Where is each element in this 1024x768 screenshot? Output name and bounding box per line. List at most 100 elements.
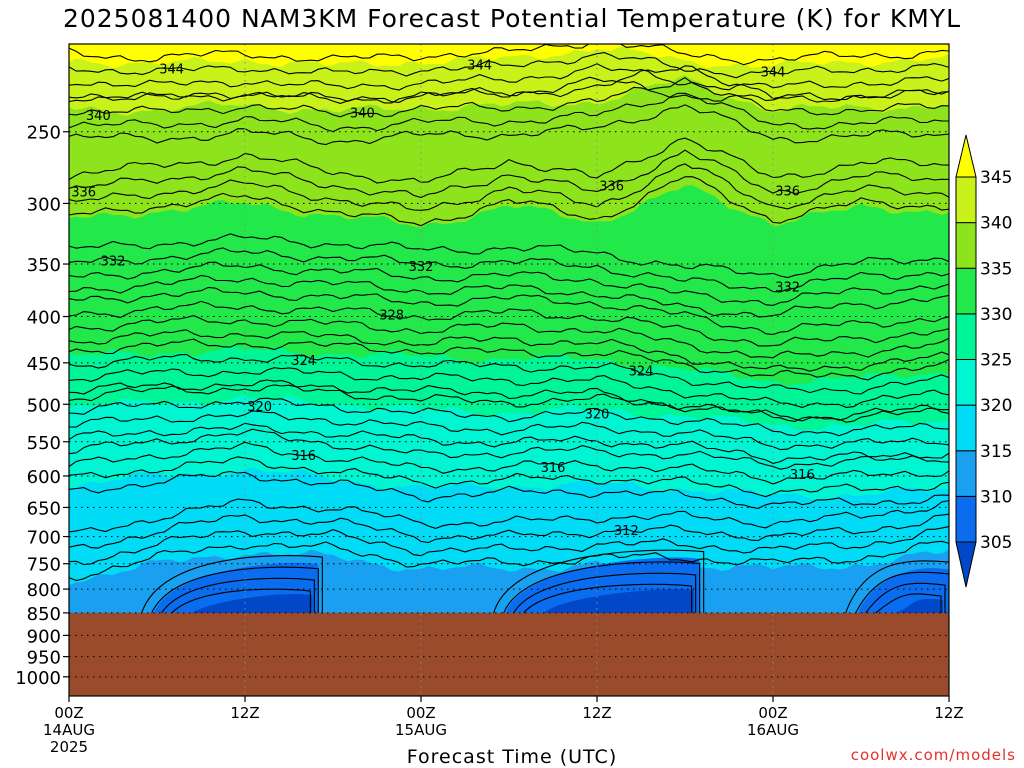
isentrope-332	[69, 261, 949, 306]
colorbar-segment	[955, 267, 977, 315]
isentrope-344	[69, 63, 949, 91]
pressure-axis: 2503003504004505005506006507007508008509…	[15, 123, 69, 689]
colorbar: 305 310 315 320 325 330 335 340 345	[955, 134, 1012, 588]
isentrope-316	[69, 456, 949, 498]
ytick-label: 400	[27, 308, 61, 329]
contour-label: 328	[379, 309, 404, 324]
isentrope-316	[69, 470, 949, 509]
isentrope-340	[69, 104, 949, 146]
xtick-label: 12Z	[230, 704, 259, 722]
xtick-label: 14AUG	[43, 721, 95, 739]
isentrope-336	[69, 163, 949, 211]
band-c_345_350	[69, 44, 949, 69]
colorbar-max-arrow	[955, 134, 977, 178]
colorbar-label: 340	[980, 214, 1012, 234]
cold-pool-contour	[845, 560, 949, 614]
colorbar-label: 310	[980, 487, 1012, 507]
cold-pool-contour	[151, 566, 319, 614]
isentrope-316	[69, 441, 949, 485]
contour-label: 332	[409, 260, 434, 275]
cold-pool-core	[895, 599, 943, 613]
plot-frame	[68, 43, 950, 697]
colorbar-label: 320	[980, 396, 1012, 416]
isentrope-320	[69, 422, 949, 464]
isentrope-316	[69, 428, 949, 470]
colorbar-segment	[955, 495, 977, 543]
isentrope-336	[69, 149, 949, 199]
cold-pool-contour	[523, 583, 693, 614]
colorbar-segment	[955, 222, 977, 269]
contour-label: 332	[101, 255, 126, 270]
contour-label: 332	[775, 280, 800, 295]
cold-pool-contour	[855, 571, 949, 614]
xtick-label: 15AUG	[395, 721, 447, 739]
contour-label: 344	[761, 65, 786, 80]
contour-labels: 344 344 344 340 340 336 336 336 332 332 332 328 324 3…	[71, 59, 814, 539]
isentrope-340	[69, 77, 949, 118]
ytick-label: 600	[27, 467, 61, 488]
isentrope-332	[69, 247, 949, 293]
ytick-label: 450	[27, 354, 61, 375]
isentrope-344	[69, 52, 949, 79]
isentrope-336	[69, 137, 949, 184]
isentrope-312	[69, 526, 949, 566]
contour-label: 344	[159, 63, 184, 78]
isentrope-320	[69, 410, 949, 451]
contour-label: 312	[614, 524, 639, 539]
isentrope-contours	[69, 44, 949, 614]
isentrope-328	[69, 300, 949, 347]
xtick-label: 2025	[50, 738, 88, 756]
xtick-label: 16AUG	[747, 721, 799, 739]
isentrope-312	[69, 513, 949, 549]
contour-label: 336	[775, 184, 800, 199]
isentrope-312	[69, 498, 949, 533]
colorbar-min-arrow	[955, 541, 977, 588]
cold-pool-contour	[503, 561, 701, 614]
ground-fill	[69, 612, 949, 696]
ytick-label: 350	[27, 255, 61, 276]
cold-pool-contour	[865, 582, 946, 614]
ytick-label: 850	[27, 604, 61, 625]
isentrope-344	[69, 44, 949, 66]
colorbar-label: 330	[980, 305, 1012, 325]
cold-pool-core	[191, 594, 313, 613]
contour-label: 324	[291, 354, 316, 369]
xtick-label: 00Z	[758, 704, 787, 722]
grid-lines	[69, 44, 949, 696]
isentrope-324	[69, 338, 949, 381]
cold-pool-contour	[493, 549, 705, 614]
cold-pool-contour	[875, 593, 942, 614]
colorbar-label: 315	[980, 442, 1012, 462]
colorbar-label: 305	[980, 533, 1012, 553]
colorbar-label: 345	[980, 168, 1012, 188]
cold-pool-core	[543, 589, 694, 613]
xtick-label: 00Z	[54, 704, 83, 722]
ytick-label: 650	[27, 498, 61, 519]
contour-label: 336	[71, 185, 96, 200]
isentrope-320	[69, 384, 949, 423]
credit-link[interactable]: coolwx.com/models	[850, 746, 1016, 764]
isentrope-332	[69, 233, 949, 279]
colorbar-segment	[955, 404, 977, 452]
contour-label: 340	[350, 107, 375, 122]
isentrope-340	[69, 92, 949, 133]
contour-label: 340	[86, 109, 111, 124]
isentrope-344	[69, 76, 949, 104]
xtick-label: 12Z	[582, 704, 611, 722]
ytick-label: 1000	[15, 668, 61, 689]
xtick-label: 12Z	[934, 704, 963, 722]
cold-pool-contour	[161, 577, 315, 614]
chart-title: 2025081400 NAM3KM Forecast Potential Tem…	[62, 4, 962, 33]
ytick-label: 900	[27, 626, 61, 647]
isentrope-328	[69, 315, 949, 359]
colorbar-segment	[955, 313, 977, 360]
ytick-label: 550	[27, 433, 61, 454]
x-axis-title: Forecast Time (UTC)	[406, 746, 618, 768]
isentrope-328	[69, 329, 949, 372]
isentrope-328	[69, 286, 949, 336]
contour-label: 320	[585, 408, 610, 423]
isentrope-324	[69, 379, 949, 422]
ytick-label: 800	[27, 580, 61, 601]
